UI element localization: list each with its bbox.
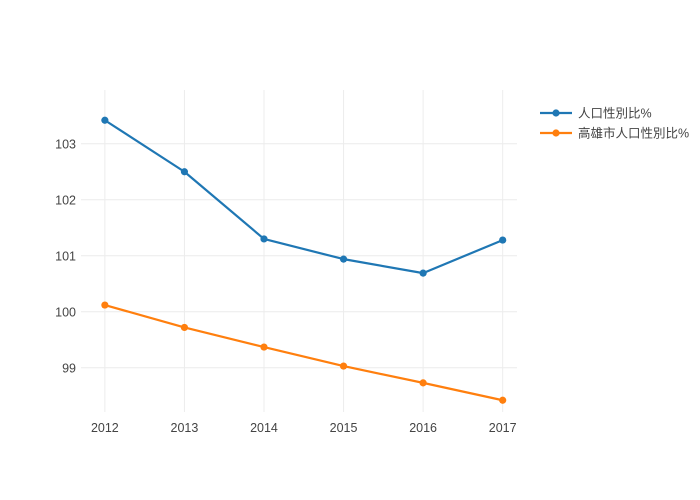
y-tick-label: 102: [55, 193, 76, 207]
x-tick-label: 2014: [250, 421, 278, 435]
data-point[interactable]: [339, 362, 348, 370]
series-line: [103, 119, 504, 275]
data-point[interactable]: [101, 116, 109, 124]
legend-item[interactable]: 人口性別比%: [540, 107, 652, 121]
x-tick-label: 2015: [330, 421, 358, 435]
x-axis: 2012 2013 2014 2015 2016 2017: [91, 421, 517, 435]
legend-item[interactable]: 高雄市人口性別比%: [540, 126, 689, 141]
y-tick-label: 100: [55, 305, 76, 319]
y-tick-label: 99: [62, 361, 76, 375]
x-tick-label: 2016: [409, 421, 437, 435]
data-point[interactable]: [260, 235, 268, 243]
data-point[interactable]: [419, 379, 427, 387]
data-point[interactable]: [180, 323, 189, 332]
y-tick-label: 101: [55, 249, 76, 263]
data-point[interactable]: [499, 396, 507, 404]
data-point[interactable]: [339, 255, 348, 263]
series-1: [101, 301, 507, 404]
y-tick-label: 103: [55, 137, 76, 151]
series-0: [101, 116, 507, 277]
x-tick-label: 2013: [171, 421, 199, 435]
y-axis: 99 100 101 102 103: [55, 137, 76, 375]
data-point[interactable]: [180, 168, 189, 176]
legend-label: 高雄市人口性別比%: [578, 126, 689, 141]
data-point[interactable]: [419, 269, 427, 277]
grid: [81, 90, 517, 412]
legend-marker-icon: [552, 129, 560, 137]
x-tick-label: 2012: [91, 421, 119, 435]
data-point[interactable]: [499, 236, 507, 244]
series-line: [103, 303, 504, 402]
data-point[interactable]: [260, 343, 268, 351]
legend-marker-icon: [552, 109, 560, 117]
data-point[interactable]: [101, 301, 109, 309]
legend: 人口性別比% 高雄市人口性別比%: [540, 107, 689, 141]
legend-label: 人口性別比%: [578, 107, 652, 121]
x-tick-label: 2017: [489, 421, 517, 435]
